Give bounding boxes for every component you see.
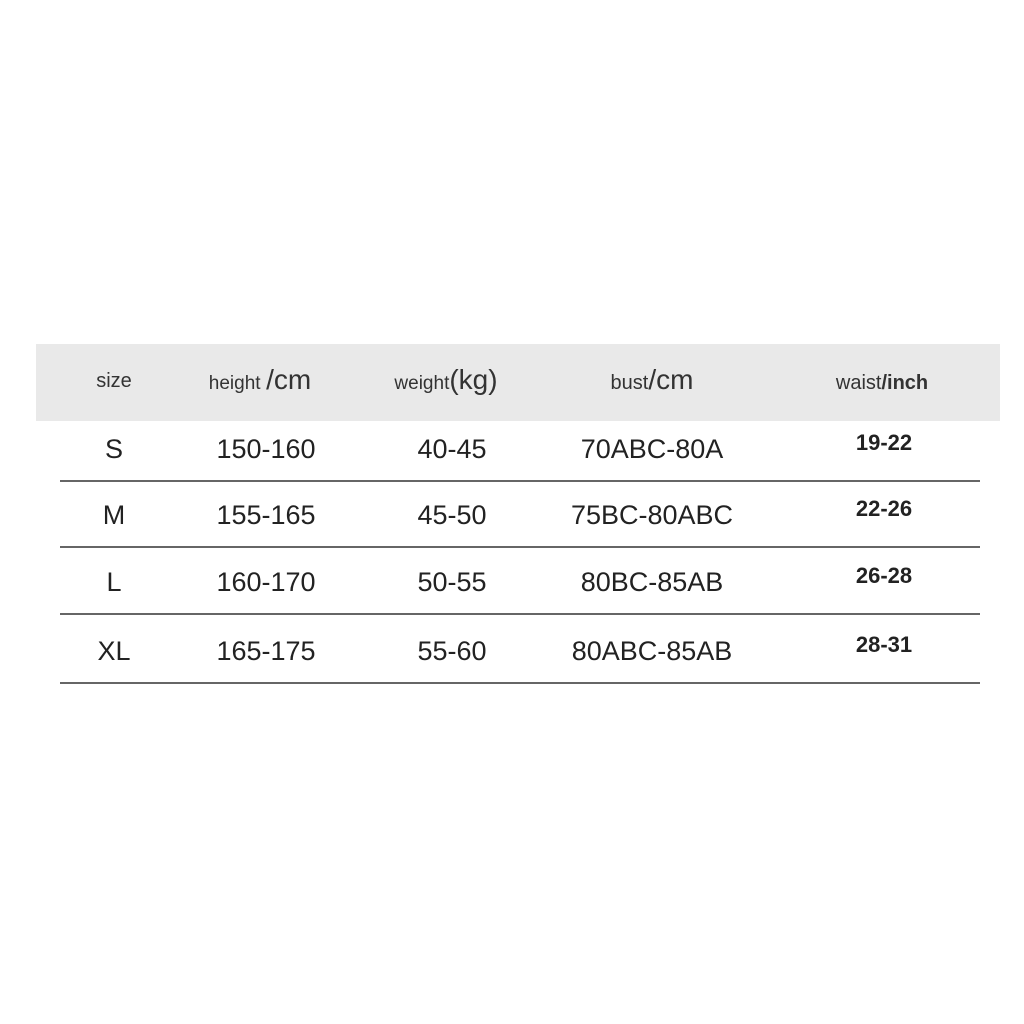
header-waist-unit: /inch: [881, 372, 929, 394]
cell-size: S: [104, 434, 124, 464]
cell-bust: 80BC-85AB: [580, 567, 724, 597]
cell-waist: 26-28: [855, 563, 913, 588]
cell-height: 155-165: [216, 500, 316, 530]
cell-bust: 80ABC-85AB: [571, 636, 733, 666]
cell-bust: 75BC-80ABC: [570, 500, 734, 530]
cell-size: XL: [97, 636, 131, 666]
cell-height: 150-160: [216, 434, 316, 464]
table-header: [36, 344, 1000, 421]
cell-waist: 19-22: [855, 430, 913, 455]
header-size: size: [96, 370, 132, 392]
cell-waist: 22-26: [855, 496, 913, 521]
table-row: S 150-160 40-45 70ABC-80A 19-22: [60, 414, 980, 482]
header-weight-label: weight: [394, 373, 450, 394]
table-row: XL 165-175 55-60 80ABC-85AB 28-31: [60, 616, 980, 684]
cell-weight: 50-55: [417, 567, 487, 597]
header-bust-label: bust: [610, 372, 649, 394]
header-bust: bust/cm: [611, 364, 694, 396]
cell-height: 160-170: [216, 567, 316, 597]
header-height-unit: /cm: [266, 364, 312, 395]
cell-weight: 55-60: [417, 636, 487, 666]
header-height: height /cm: [209, 364, 311, 396]
cell-size: L: [106, 567, 122, 597]
cell-weight: 40-45: [417, 434, 487, 464]
header-waist-label: waist: [835, 372, 882, 394]
cell-bust: 70ABC-80A: [580, 434, 724, 464]
table-row: L 160-170 50-55 80BC-85AB 26-28: [60, 547, 980, 615]
header-weight: weight(kg): [394, 364, 497, 396]
cell-height: 165-175: [216, 636, 316, 666]
header-bust-unit: /cm: [648, 364, 694, 395]
header-weight-unit: (kg): [449, 364, 498, 395]
header-height-label: height: [208, 373, 261, 394]
cell-waist: 28-31: [855, 632, 913, 657]
cell-size: M: [102, 500, 126, 530]
table-row: M 155-165 45-50 75BC-80ABC 22-26: [60, 480, 980, 548]
cell-weight: 45-50: [417, 500, 487, 530]
header-waist: waist/inch: [836, 372, 928, 395]
